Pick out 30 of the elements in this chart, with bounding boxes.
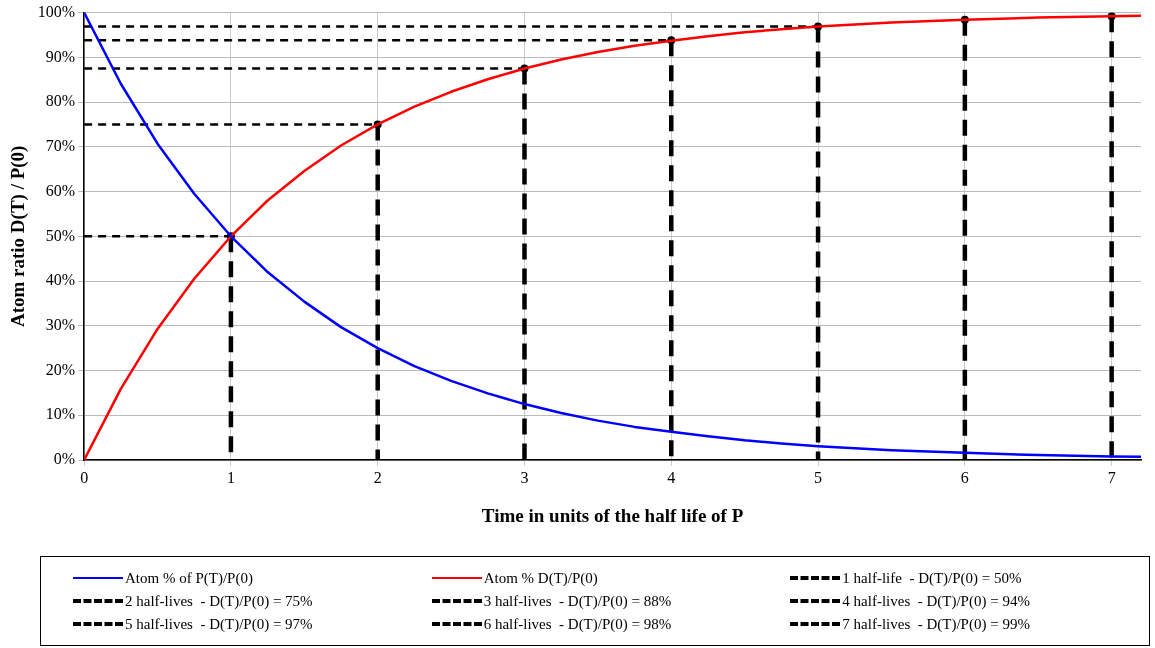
- legend-label: Atom % of P(T)/P(0): [125, 569, 253, 587]
- legend-label: Atom % D(T)/P(0): [483, 569, 598, 587]
- y-tick-label: 30%: [45, 315, 76, 333]
- x-tick-label: 7: [1107, 468, 1116, 486]
- x-tick-label: 4: [667, 468, 676, 486]
- y-tick-label: 100%: [37, 2, 76, 20]
- legend-label: 5 half-lives - D(T)/P(0) = 97%: [125, 615, 313, 633]
- legend-label: 4 half-lives - D(T)/P(0) = 94%: [842, 592, 1030, 610]
- y-tick-label: 0%: [53, 450, 76, 468]
- x-tick-label: 5: [814, 468, 823, 486]
- x-tick-label: 6: [960, 468, 969, 486]
- y-tick-label: 40%: [45, 271, 76, 289]
- legend-label: 1 half-life - D(T)/P(0) = 50%: [842, 569, 1022, 587]
- y-tick-label: 80%: [45, 92, 76, 110]
- x-tick-label: 0: [80, 468, 89, 486]
- y-tick-label: 20%: [45, 360, 76, 378]
- legend-label: 3 half-lives - D(T)/P(0) = 88%: [483, 592, 672, 610]
- x-axis-title: Time in units of the half life of P: [481, 504, 744, 526]
- legend-label: 2 half-lives - D(T)/P(0) = 75%: [125, 592, 313, 610]
- y-tick-label: 70%: [45, 137, 76, 155]
- x-tick-label: 2: [373, 468, 382, 486]
- x-tick-label: 3: [520, 468, 529, 486]
- x-tick-label: 1: [226, 468, 235, 486]
- y-tick-label: 60%: [45, 181, 76, 199]
- y-tick-label: 10%: [45, 405, 76, 423]
- y-tick-label: 50%: [45, 226, 76, 244]
- legend-label: 7 half-lives - D(T)/P(0) = 99%: [842, 615, 1030, 633]
- y-axis-title: Atom ratio D(T) / P(0): [7, 145, 30, 328]
- legend-label: 6 half-lives - D(T)/P(0) = 98%: [483, 615, 672, 633]
- y-tick-label: 90%: [45, 47, 76, 65]
